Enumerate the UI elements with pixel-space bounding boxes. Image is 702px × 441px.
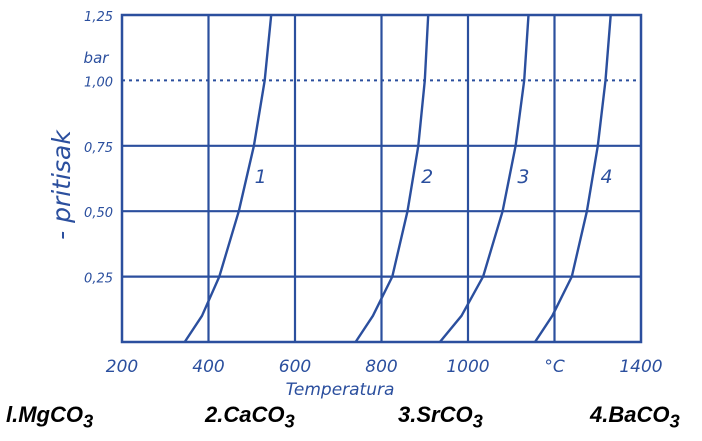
legend-entry-mgco3: l.MgCO3 bbox=[6, 402, 94, 432]
y-tick-label: 1,25 bbox=[84, 10, 113, 25]
series-line-4 bbox=[533, 14, 612, 343]
legend-entry-baco3: 4.BaCO3 bbox=[590, 402, 680, 432]
y-axis-title: - pritisak bbox=[47, 129, 76, 240]
y-tick-label: 0,75 bbox=[84, 141, 113, 156]
series-line-1 bbox=[183, 14, 273, 343]
series-label-2: 2 bbox=[421, 166, 433, 188]
series-lines bbox=[183, 14, 612, 343]
series-label-3: 3 bbox=[517, 166, 529, 188]
chart: 1 2 3 4 200 400 600 800 1000 °C 1400 0,25 0,50 0,75 1,… bbox=[47, 10, 663, 400]
series-line-3 bbox=[438, 14, 530, 343]
legend-entry-srco3: 3.SrCO3 bbox=[398, 402, 483, 432]
x-tick-label: °C bbox=[544, 357, 565, 377]
y-tick-label: 1,00 bbox=[84, 75, 113, 90]
series-label-1: 1 bbox=[255, 166, 267, 188]
x-axis-title: Temperatura bbox=[286, 380, 395, 400]
legend-entry-caco3: 2.CaCO3 bbox=[205, 402, 295, 432]
x-tick-label: 1400 bbox=[619, 357, 662, 377]
y-unit-label: bar bbox=[84, 49, 110, 67]
x-tick-label: 1000 bbox=[446, 357, 489, 377]
y-tick-label: 0,50 bbox=[84, 206, 113, 221]
labels: 1 2 3 4 200 400 600 800 1000 °C 1400 0,25 0,50 0,75 1,… bbox=[47, 10, 663, 400]
x-tick-label: 600 bbox=[279, 357, 311, 377]
series-label-4: 4 bbox=[601, 166, 613, 188]
y-tick-label: 0,25 bbox=[84, 272, 113, 287]
series-line-2 bbox=[354, 14, 430, 343]
x-tick-label: 200 bbox=[106, 357, 138, 377]
x-tick-label: 800 bbox=[365, 357, 397, 377]
legend: l.MgCO3 2.CaCO3 3.SrCO3 4.BaCO3 bbox=[0, 402, 702, 436]
x-tick-label: 400 bbox=[192, 357, 224, 377]
grid bbox=[120, 13, 643, 344]
